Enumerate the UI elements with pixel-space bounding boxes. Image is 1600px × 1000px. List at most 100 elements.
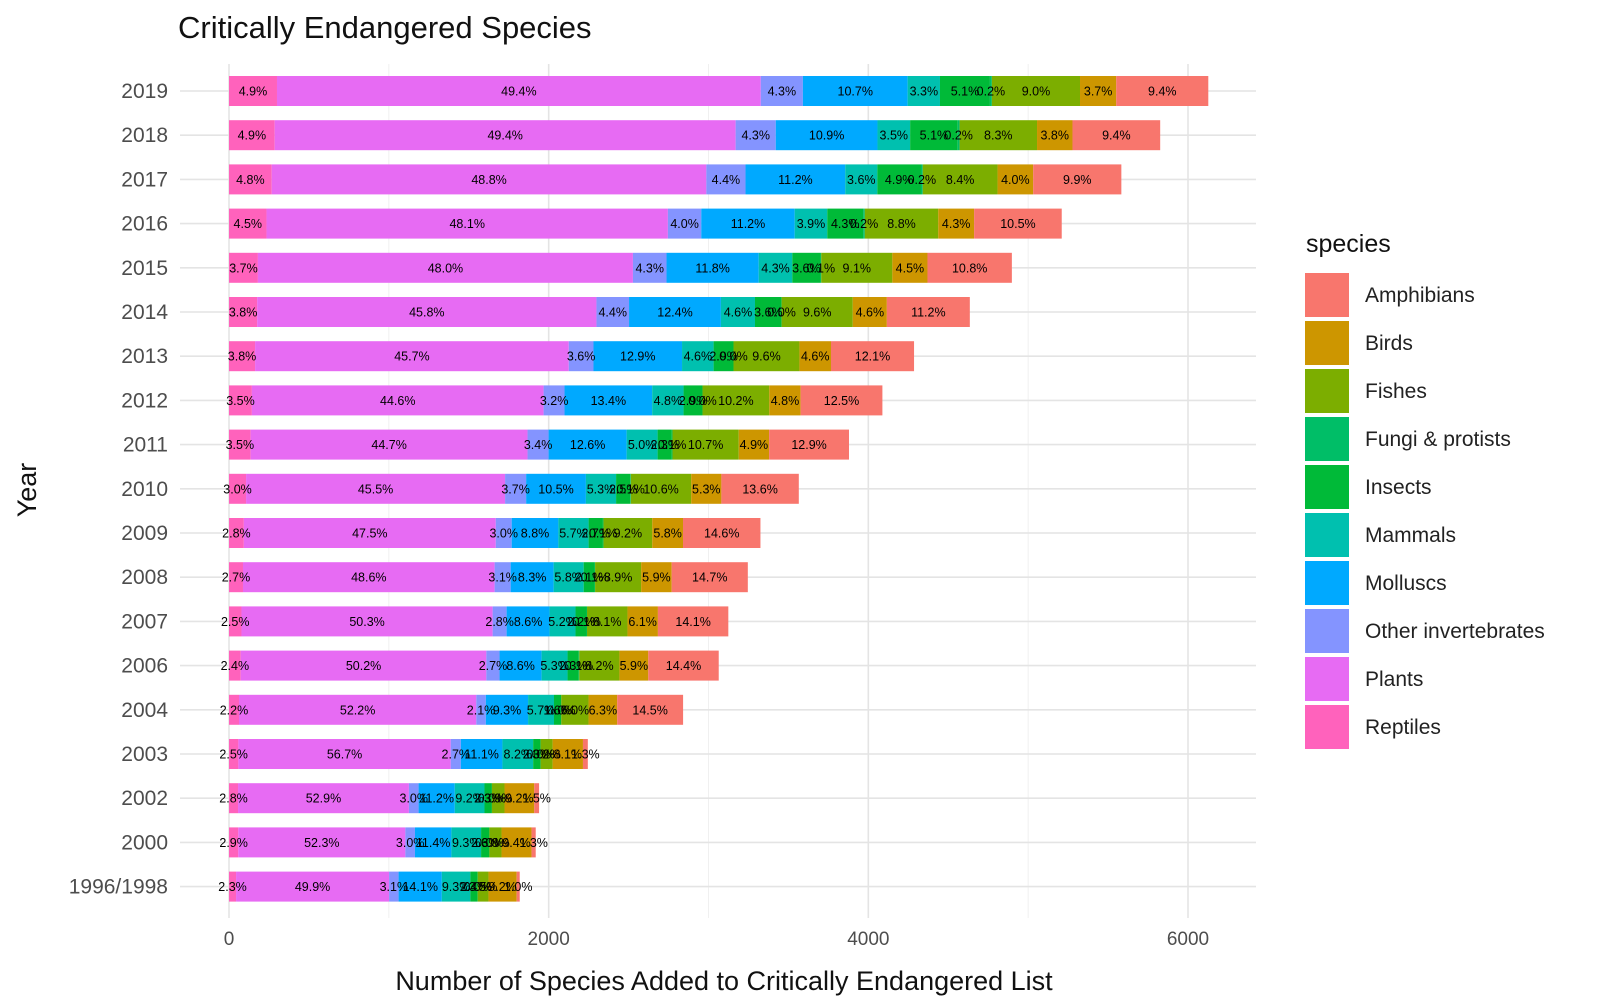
segment-label: 9.6% [752, 350, 781, 364]
bar-segment [501, 827, 532, 858]
bar-segment [229, 827, 239, 858]
segment-label: 14.6% [704, 527, 739, 541]
legend-label: Mammals [1365, 524, 1456, 547]
bar-segment [587, 606, 628, 637]
segment-label: 0.2% [908, 173, 937, 187]
segment-label: 4.5% [896, 261, 925, 275]
bar-segment [721, 473, 799, 504]
segment-label: 0.0% [767, 306, 796, 320]
bar-segment [1037, 120, 1073, 151]
y-tick-label: 2017 [121, 168, 168, 191]
bar-segment [229, 518, 244, 548]
segment-label: 4.6% [856, 306, 885, 320]
legend-label: Molluscs [1365, 572, 1447, 595]
bar-segment [238, 827, 406, 858]
bar-segment [1072, 120, 1161, 151]
segment-label: 9.4% [1148, 85, 1177, 99]
bar-segment [271, 164, 707, 195]
segment-label: 2.3% [474, 792, 503, 806]
bar-segment [630, 473, 631, 504]
segment-label: 2.7% [222, 571, 251, 585]
legend-key [1305, 417, 1349, 461]
bar-segment [632, 252, 667, 283]
bar-segment [548, 429, 627, 460]
x-tick-label: 4000 [847, 929, 889, 950]
bar-segment [476, 694, 486, 725]
bar-segment [229, 297, 258, 327]
bar-segment [470, 871, 478, 902]
segment-label: 13.4% [591, 394, 626, 408]
bar-segment [588, 694, 618, 725]
bar-segment [760, 76, 803, 106]
bar-segment [229, 650, 241, 681]
bar-segment [229, 694, 239, 725]
segment-label: 9.3% [442, 880, 471, 894]
bar-segment [877, 164, 921, 195]
segment-label: 2.5% [221, 615, 250, 629]
bar-segment [491, 783, 505, 814]
bar-segment [1080, 76, 1117, 106]
bar-segment [241, 606, 493, 637]
segment-label: 5.1% [920, 129, 949, 143]
segment-label: 3.8% [1041, 129, 1070, 143]
y-tick-label: 2000 [121, 831, 168, 854]
bar-segment [626, 429, 658, 460]
bar-segment [494, 562, 511, 593]
bar-segment [820, 252, 822, 283]
segment-label: 6.3% [589, 703, 618, 717]
segment-label: 4.3% [942, 217, 971, 231]
y-tick-label: 2014 [121, 301, 168, 324]
y-tick-label: 2015 [121, 257, 168, 280]
segment-label: 4.3% [635, 261, 664, 275]
bar-segment [579, 650, 620, 681]
bar-segment [450, 739, 461, 769]
segment-label: 3.0% [400, 792, 429, 806]
legend-key [1305, 465, 1349, 509]
y-tick-label: 2004 [121, 699, 168, 722]
bar-segment [596, 297, 630, 327]
bar-segment [706, 164, 746, 195]
legend-label: Fungi & protists [1365, 428, 1511, 451]
bar-segment [683, 385, 703, 416]
segment-label: 4.8% [771, 394, 800, 408]
bar-segment [489, 827, 502, 858]
segment-label: 1.3% [519, 836, 548, 850]
segment-label: 8.1% [593, 615, 622, 629]
bar-segment [477, 871, 489, 902]
bar-segment [414, 827, 452, 858]
segment-label: 44.7% [371, 438, 406, 452]
y-tick-label: 2011 [123, 434, 168, 457]
segment-label: 45.7% [394, 350, 429, 364]
segment-label: 2.5% [609, 482, 638, 496]
segment-label: 4.6% [801, 350, 830, 364]
bar-segment [701, 208, 795, 239]
bar-segment [484, 783, 492, 814]
bar-segment [460, 739, 503, 769]
segment-label: 4.6% [684, 350, 713, 364]
segment-label: 3.5% [226, 394, 255, 408]
segment-label: 5.9% [642, 571, 671, 585]
bar-segment [485, 694, 529, 725]
segment-label: 11.1% [464, 748, 499, 762]
segment-label: 5.0% [628, 438, 657, 452]
bar-segment [683, 518, 761, 548]
bar-segment [939, 76, 990, 106]
legend-key [1305, 705, 1349, 749]
bar-segment [229, 429, 251, 460]
bar-segment [276, 76, 761, 106]
bar-segment [229, 208, 267, 239]
segment-label: 3.7% [229, 261, 258, 275]
segment-label: 3.8% [481, 836, 510, 850]
segment-label: 9.3% [493, 703, 522, 717]
segment-label: 14.5% [632, 703, 667, 717]
y-axis-ticks: 2019 2018 2017 2016 2015 2014 2013 2012 2011 2010… [69, 80, 169, 899]
bar-segment [619, 650, 649, 681]
segment-label: 9.6% [803, 306, 832, 320]
x-tick-label: 6000 [1167, 929, 1209, 950]
segment-label: 3.5% [880, 129, 909, 143]
bar-segment [989, 76, 992, 106]
bar-segment [541, 650, 568, 681]
segment-label: 0.1% [581, 571, 610, 585]
bar-segment [561, 694, 589, 725]
segment-label: 0.0% [547, 703, 576, 717]
